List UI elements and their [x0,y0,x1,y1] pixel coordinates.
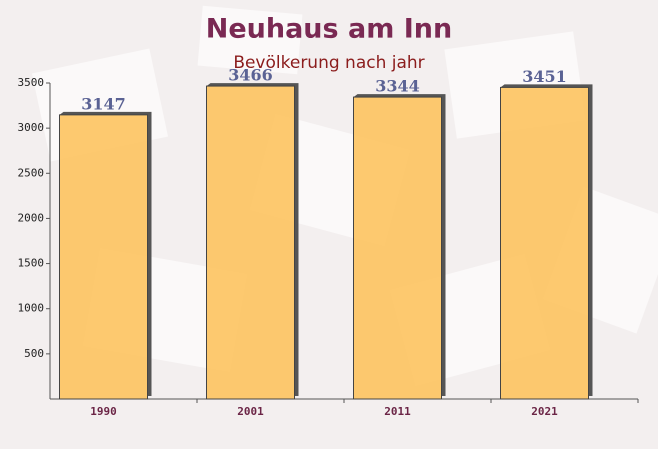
y-tick-label: 2500 [18,166,45,179]
y-tick-label: 2000 [18,211,45,224]
y-tick-label: 1500 [18,257,45,270]
x-tick-label: 1990 [90,405,117,418]
x-tick-label: 2021 [531,405,558,418]
bar [206,85,295,400]
bar [500,86,589,400]
bar [353,96,442,400]
y-tick-label: 1000 [18,302,45,315]
chart-title: Neuhaus am Inn [206,14,453,45]
value-label: 3344 [375,77,420,96]
x-tick-label: 2011 [384,405,411,418]
y-tick-label: 3500 [18,76,45,89]
y-tick-label: 3000 [18,121,45,134]
value-label: 3466 [228,66,273,85]
y-tick-label: 500 [24,347,44,360]
bar [59,114,148,400]
chart-subtitle: Bevölkerung nach jahr [233,53,424,73]
value-label: 3147 [81,94,126,113]
x-tick-label: 2001 [237,405,264,418]
value-label: 3451 [522,67,567,86]
